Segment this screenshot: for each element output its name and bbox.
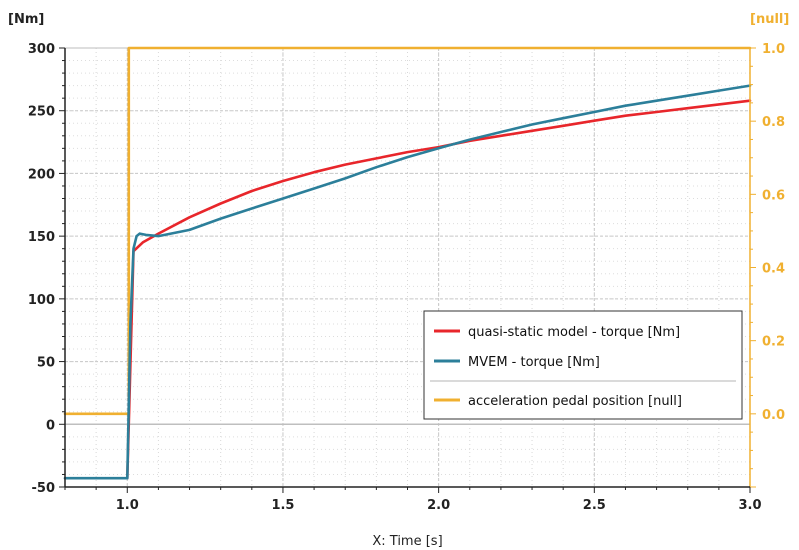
x-tick-label: 3.0 bbox=[738, 498, 761, 513]
left-tick-label: 0 bbox=[46, 418, 55, 433]
right-tick-label: 1.0 bbox=[762, 42, 785, 57]
right-axis-unit: [null] bbox=[750, 12, 789, 27]
x-axis-label: X: Time [s] bbox=[372, 534, 442, 549]
right-tick-label: 0.2 bbox=[762, 335, 785, 350]
axis-ticks: 300 250 200 150 100 50 0 -50 1.0 0.8 0.6 0.4 0.2 0.0 1… bbox=[28, 42, 785, 513]
x-tick-label: 1.5 bbox=[271, 498, 294, 513]
series-line-1 bbox=[126, 99, 752, 480]
left-tick-label: 100 bbox=[28, 293, 55, 308]
legend-label: MVEM - torque [Nm] bbox=[468, 355, 600, 370]
left-tick-label: 250 bbox=[28, 105, 55, 120]
right-tick-label: 0.8 bbox=[762, 115, 785, 130]
x-tick-label: 2.5 bbox=[583, 498, 606, 513]
series-layer bbox=[63, 46, 752, 480]
left-tick-label: 300 bbox=[28, 42, 55, 57]
right-tick-label: 0.0 bbox=[762, 408, 785, 423]
left-tick-label: -50 bbox=[32, 481, 56, 496]
legend-label: quasi-static model - torque [Nm] bbox=[468, 325, 680, 340]
series-line-2 bbox=[63, 84, 752, 480]
legend-box bbox=[423, 310, 743, 420]
left-axis-unit: [Nm] bbox=[8, 12, 44, 27]
left-tick-label: 50 bbox=[37, 356, 55, 371]
x-tick-label: 2.0 bbox=[427, 498, 450, 513]
left-tick-label: 200 bbox=[28, 167, 55, 182]
right-tick-label: 0.6 bbox=[762, 188, 785, 203]
right-tick-label: 0.4 bbox=[762, 262, 785, 277]
series-line-3 bbox=[63, 46, 752, 416]
legend-label: acceleration pedal position [null] bbox=[468, 394, 682, 409]
left-tick-label: 150 bbox=[28, 230, 55, 245]
legend: quasi-static model - torque [Nm] MVEM - t… bbox=[423, 310, 743, 420]
x-tick-label: 1.0 bbox=[116, 498, 139, 513]
